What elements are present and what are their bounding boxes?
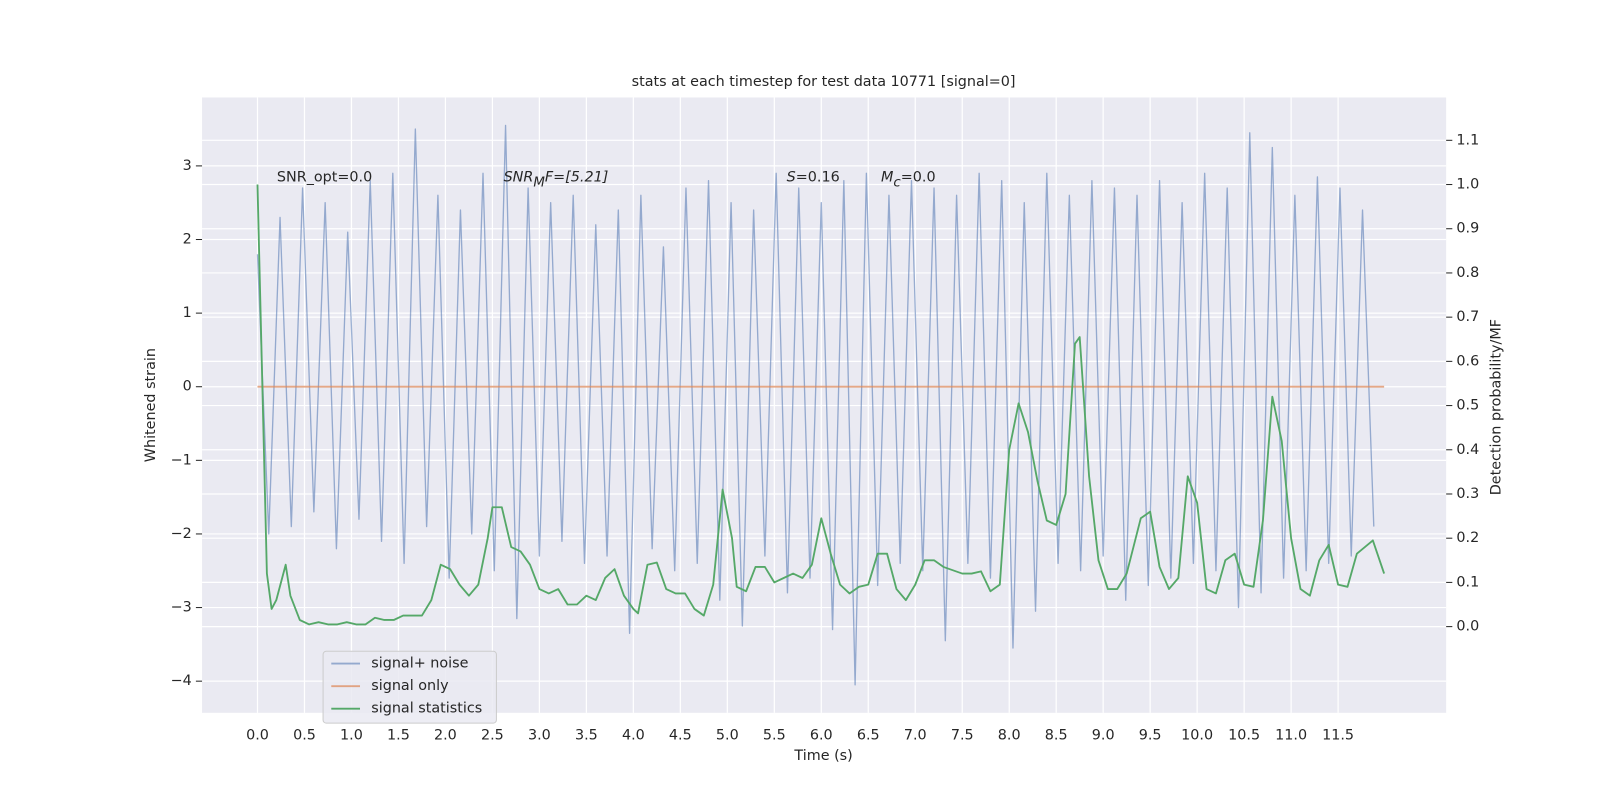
- x-tick-label: 0.0: [246, 727, 269, 743]
- x-tick-label: 9.5: [1139, 727, 1162, 743]
- x-tick-label: 3.0: [528, 727, 551, 743]
- x-tick-label: 0.5: [293, 727, 316, 743]
- annotation-text: F=[5.21]: [545, 169, 608, 185]
- chart-title: stats at each timestep for test data 107…: [632, 74, 1016, 90]
- x-axis-label: Time (s): [793, 748, 852, 764]
- annotation: S=0.16: [787, 169, 840, 185]
- x-tick-label: 8.0: [998, 727, 1021, 743]
- y-tick-label: −1: [171, 452, 192, 468]
- y-tick-label: 1: [183, 305, 192, 321]
- annotation-text: =0.16: [796, 169, 840, 185]
- legend-label: signal+ noise: [371, 656, 468, 672]
- x-tick-label: 5.0: [716, 727, 739, 743]
- y2-tick-label: 1.0: [1456, 177, 1479, 193]
- series-line: [256, 184, 1386, 626]
- y-tick-label: −2: [171, 526, 192, 542]
- x-tick-label: 9.0: [1092, 727, 1115, 743]
- y2-tick-label: 0.1: [1456, 574, 1479, 590]
- x-tick-label: 4.5: [669, 727, 692, 743]
- x-tick-label: 1.5: [387, 727, 410, 743]
- y-tick-label: 3: [183, 158, 192, 174]
- y-axis-label: Whitened strain: [143, 348, 159, 462]
- x-tick-label: 1.0: [340, 727, 363, 743]
- x-tick-label: 6.5: [857, 727, 880, 743]
- y2-axis-label: Detection probability/MF: [1488, 319, 1504, 495]
- y2-tick-label: 0.2: [1456, 530, 1479, 546]
- legend-box: [322, 650, 497, 724]
- y2-tick-label: 0.3: [1456, 486, 1479, 502]
- x-tick-label: 2.5: [481, 727, 504, 743]
- annotation-symbol: SNR: [504, 169, 534, 185]
- y2-tick-label: 0.6: [1456, 353, 1479, 369]
- x-tick-label: 11.0: [1275, 727, 1307, 743]
- annotation-symbol: S: [787, 169, 796, 185]
- y2-tick-label: 1.1: [1456, 132, 1479, 148]
- x-tick-label: 11.5: [1322, 727, 1354, 743]
- y-tick-label: 0: [183, 379, 192, 395]
- annotation-subscript: c: [893, 176, 901, 191]
- x-tick-label: 7.5: [951, 727, 974, 743]
- x-tick-label: 3.5: [575, 727, 598, 743]
- legend-label: signal statistics: [371, 701, 482, 717]
- y2-tick-label: 0.5: [1456, 398, 1479, 414]
- x-tick-label: 8.5: [1045, 727, 1068, 743]
- y-tick-label: −3: [171, 600, 192, 616]
- annotation-subscript: M: [533, 176, 545, 191]
- annotation-text: =0.0: [901, 169, 936, 185]
- y-tick-label: 2: [183, 232, 192, 248]
- x-tick-label: 6.0: [810, 727, 833, 743]
- y2-tick-label: 0.8: [1456, 265, 1479, 281]
- annotation-symbol: M: [881, 169, 893, 185]
- x-tick-label: 2.0: [434, 727, 457, 743]
- y-tick-label: −4: [171, 673, 192, 689]
- x-tick-label: 10.5: [1228, 727, 1260, 743]
- annotation-text: SNR_opt=0.0: [277, 169, 372, 185]
- y2-tick-label: 0.9: [1456, 221, 1479, 237]
- y2-tick-label: 0.7: [1456, 309, 1479, 325]
- x-tick-label: 5.5: [763, 727, 786, 743]
- x-tick-label: 7.0: [904, 727, 927, 743]
- x-tick-label: 10.0: [1181, 727, 1213, 743]
- legend-label: signal only: [371, 678, 449, 694]
- annotation: Mc=0.0: [881, 169, 936, 190]
- x-tick-label: 4.0: [622, 727, 645, 743]
- y2-tick-label: 0.0: [1456, 619, 1479, 635]
- annotation: SNR_opt=0.0: [277, 169, 372, 185]
- y2-tick-label: 0.4: [1456, 442, 1479, 458]
- annotation: SNRMF=[5.21]: [504, 169, 609, 190]
